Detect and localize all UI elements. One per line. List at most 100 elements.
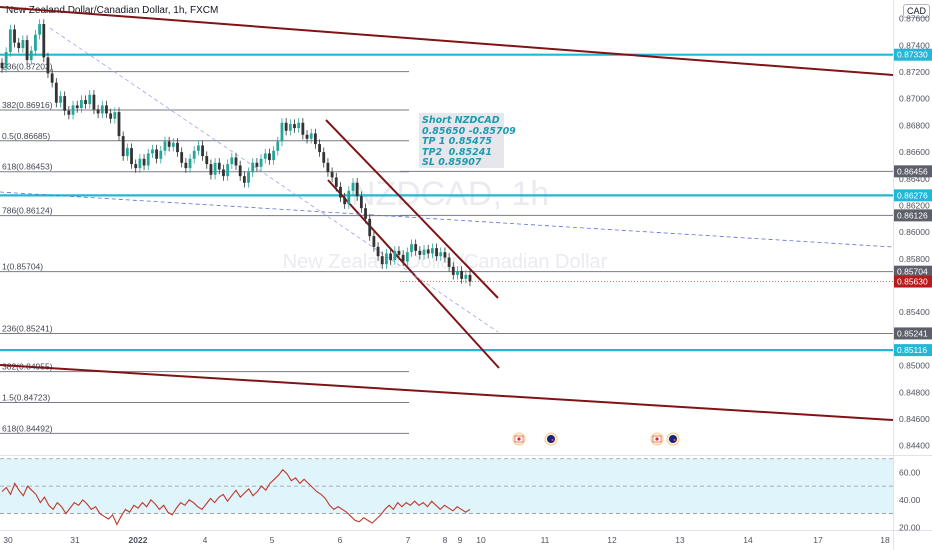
fib-level-label: 236(0.85241) <box>2 323 53 333</box>
upper-trendline[interactable] <box>0 6 894 76</box>
price-tick-label: 0.87400 <box>899 40 930 50</box>
price-series <box>0 19 472 287</box>
candle-body <box>313 133 317 145</box>
candle-body <box>176 142 179 153</box>
price-axis[interactable]: 0.87600 0.87400 0.87200 0.87000 0.86800 0.866… <box>894 14 932 533</box>
fib-level-label: 0.5(0.86685) <box>2 131 50 141</box>
flag-leaf <box>655 437 659 441</box>
time-axis[interactable]: 30 31 2022 4 5 6 7 8 9 10 11 12 13 14 17 18 <box>3 535 890 545</box>
candle-body <box>21 40 25 49</box>
price-label: 0.85241 <box>897 328 928 338</box>
candle-body <box>355 182 359 197</box>
candle-body <box>435 248 438 257</box>
candle-body <box>368 218 372 237</box>
candle-body <box>385 253 388 265</box>
trade-note-line: TP 1 0.85475 <box>422 136 492 147</box>
rsi-tick-label: 40.00 <box>899 495 921 505</box>
candle-body <box>100 105 104 114</box>
candle-body <box>326 162 330 173</box>
candle-body <box>205 156 209 165</box>
time-tick-label: 30 <box>3 535 13 545</box>
candle-body <box>372 236 376 247</box>
price-tick-label: 0.87000 <box>899 94 930 104</box>
candle-body <box>163 141 167 151</box>
lower-trendline[interactable] <box>0 364 894 421</box>
time-tick-label: 11 <box>541 535 550 545</box>
trend-channel[interactable] <box>0 6 894 421</box>
candle-body <box>226 164 230 177</box>
channel-lower-line[interactable] <box>327 179 500 369</box>
ca-flag-icon[interactable] <box>512 432 526 446</box>
price-label: 0.85704 <box>897 267 928 277</box>
price-tick-label: 0.87600 <box>899 14 930 24</box>
candle-body <box>184 162 188 169</box>
flag-leaf <box>517 437 521 441</box>
price-tick-label: 0.85000 <box>899 361 930 371</box>
price-tick-label: 0.84600 <box>899 414 930 424</box>
watermark-symbol: NZDCAD, 1h <box>351 175 549 213</box>
price-tick-label: 0.85400 <box>899 307 930 317</box>
candle-body <box>401 254 405 262</box>
candle-body <box>105 105 108 114</box>
rsi-tick-label: 20.00 <box>899 522 921 532</box>
fibonacci-retracement[interactable]: 236(0.87203) 382(0.86916) 0.5(0.86685) 618(… <box>0 62 409 434</box>
trade-note-line: Short NZDCAD <box>422 115 500 126</box>
time-tick-label: 5 <box>270 535 275 545</box>
ca-flag-icon[interactable] <box>650 432 664 446</box>
candle-body <box>343 197 347 205</box>
nz-flag-icon[interactable] <box>666 432 680 446</box>
candle-body <box>192 150 196 159</box>
candle-body <box>380 256 384 265</box>
channel-upper-line[interactable] <box>325 119 499 299</box>
candle-body <box>167 141 171 147</box>
economic-events[interactable] <box>512 432 680 446</box>
candle-body <box>17 42 21 49</box>
candle-body <box>188 158 192 169</box>
price-label: 0.85116 <box>897 345 927 355</box>
trade-note-line: 0.85650 -0.85709 <box>422 125 516 137</box>
price-label: 0.87330 <box>897 50 928 60</box>
dashed-mid-line[interactable] <box>49 27 499 333</box>
currency-selector[interactable]: CAD <box>903 4 931 18</box>
fib-level-label: 1(0.85704) <box>2 262 43 272</box>
price-label: 0.86126 <box>897 210 928 220</box>
candle-body <box>430 248 434 254</box>
candle-body <box>117 112 121 137</box>
price-label-bg <box>894 344 932 357</box>
candle-body <box>0 62 4 69</box>
candle-body <box>38 24 42 35</box>
candle-body <box>213 162 217 175</box>
rsi-tick-label: 60.00 <box>899 467 921 477</box>
candle-body <box>347 190 351 205</box>
candle-body <box>42 24 46 58</box>
candle-body <box>8 29 12 53</box>
price-label: 0.85630 <box>897 277 928 287</box>
candle-body <box>364 208 367 219</box>
candle-body <box>322 152 326 163</box>
candle-body <box>330 172 334 178</box>
candle-body <box>196 145 200 151</box>
dashed-trendline[interactable] <box>0 191 894 248</box>
flag-star <box>673 439 676 441</box>
candle-body <box>201 145 204 157</box>
price-label-bg <box>894 48 932 61</box>
candle-body <box>109 113 113 119</box>
time-tick-label: 31 <box>70 535 80 545</box>
horizontal-levels[interactable] <box>0 53 893 352</box>
time-tick-label: 4 <box>203 535 208 545</box>
time-tick-label: 7 <box>406 535 411 545</box>
price-tick-label: 0.84800 <box>899 387 930 397</box>
nz-flag-icon[interactable] <box>544 432 558 446</box>
candle-body <box>13 29 16 43</box>
candle-body <box>359 196 363 209</box>
time-tick-label: 13 <box>675 535 685 545</box>
time-tick-label: 17 <box>813 535 823 545</box>
candle-body <box>272 150 276 161</box>
candle-body <box>247 172 250 183</box>
candle-body <box>263 153 267 159</box>
candle-body <box>297 122 301 129</box>
trade-idea-note[interactable]: Short NZDCAD 0.85650 -0.85709 TP 1 0.854… <box>419 113 516 168</box>
candle-body <box>209 164 213 175</box>
trade-note-line: SL 0.85907 <box>422 157 482 168</box>
